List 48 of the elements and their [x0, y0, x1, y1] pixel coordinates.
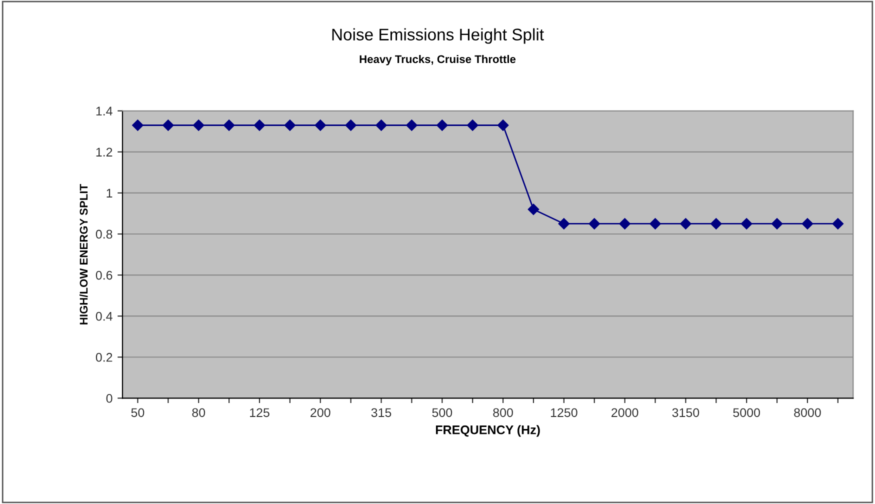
point — [528, 204, 540, 215]
x-tick-label: 1250 — [550, 408, 578, 418]
point — [376, 120, 387, 131]
x-tick-label: 80 — [192, 408, 206, 418]
point — [436, 120, 448, 131]
point — [619, 218, 630, 230]
y-tick-label: 1.4 — [96, 106, 112, 116]
x-tick-label: 800 — [493, 408, 513, 418]
x-tick-label: 2000 — [612, 408, 638, 418]
x-tick-label: 8000 — [794, 408, 821, 418]
x-tick-label: 5000 — [733, 408, 760, 418]
x-tick-label: 125 — [250, 408, 270, 418]
point — [466, 120, 478, 131]
point — [132, 120, 144, 131]
y-tick-label: 1 — [106, 188, 112, 198]
point — [588, 218, 600, 230]
point — [710, 218, 722, 230]
point — [680, 218, 692, 230]
point — [802, 218, 814, 230]
point — [650, 218, 661, 230]
x-tick-label: 50 — [131, 408, 144, 418]
point — [193, 120, 204, 131]
chart-subtitle: Heavy Trucks, Cruise Throttle — [360, 54, 516, 66]
y-tick-label: 0.6 — [96, 270, 112, 280]
x-tick-label: 200 — [310, 408, 330, 418]
point — [314, 120, 326, 131]
point — [558, 218, 570, 230]
y-axis-title: HIGH/LOW ENERGY SPLIT — [79, 184, 88, 324]
point — [254, 120, 266, 131]
x-tick-label: 3150 — [672, 408, 700, 418]
chart-title: Noise Emissions Height Split — [332, 28, 544, 44]
point — [740, 218, 752, 230]
point — [771, 218, 783, 230]
point — [832, 218, 844, 230]
point — [284, 120, 296, 131]
y-tick-label: 0 — [106, 394, 112, 403]
y-tick-label: 0.4 — [96, 312, 112, 321]
x-tick-label: 500 — [432, 408, 452, 418]
y-tick-label: 1.2 — [96, 148, 112, 156]
point — [223, 120, 235, 131]
point — [162, 120, 174, 131]
x-tick-label: 315 — [371, 408, 392, 418]
y-tick-label: 0.8 — [96, 230, 112, 239]
point — [345, 120, 356, 131]
x-axis-title: FREQUENCY (Hz) — [436, 425, 540, 437]
y-tick-label: 0.2 — [96, 352, 112, 362]
point — [497, 120, 509, 131]
point — [406, 120, 418, 131]
